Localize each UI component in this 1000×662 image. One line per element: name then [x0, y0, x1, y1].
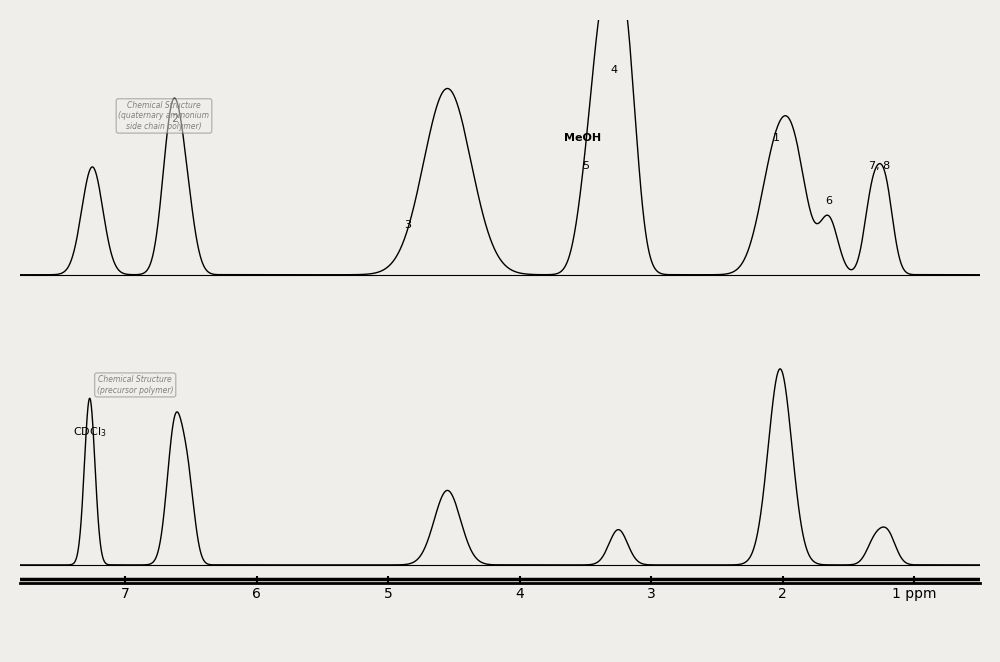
Text: 6: 6: [825, 196, 832, 206]
Text: 7, 8: 7, 8: [869, 161, 891, 171]
Text: Chemical Structure
(quaternary ammonium
side chain polymer): Chemical Structure (quaternary ammonium …: [119, 101, 210, 131]
Text: Chemical Structure
(precursor polymer): Chemical Structure (precursor polymer): [97, 375, 173, 395]
Text: 3: 3: [404, 220, 411, 230]
Text: MeOH: MeOH: [564, 133, 601, 144]
Text: 2: 2: [172, 114, 179, 124]
Text: 1: 1: [773, 133, 780, 144]
Text: CDCl$_3$: CDCl$_3$: [73, 426, 106, 440]
Text: 4: 4: [611, 65, 618, 75]
Text: 5: 5: [582, 161, 589, 171]
